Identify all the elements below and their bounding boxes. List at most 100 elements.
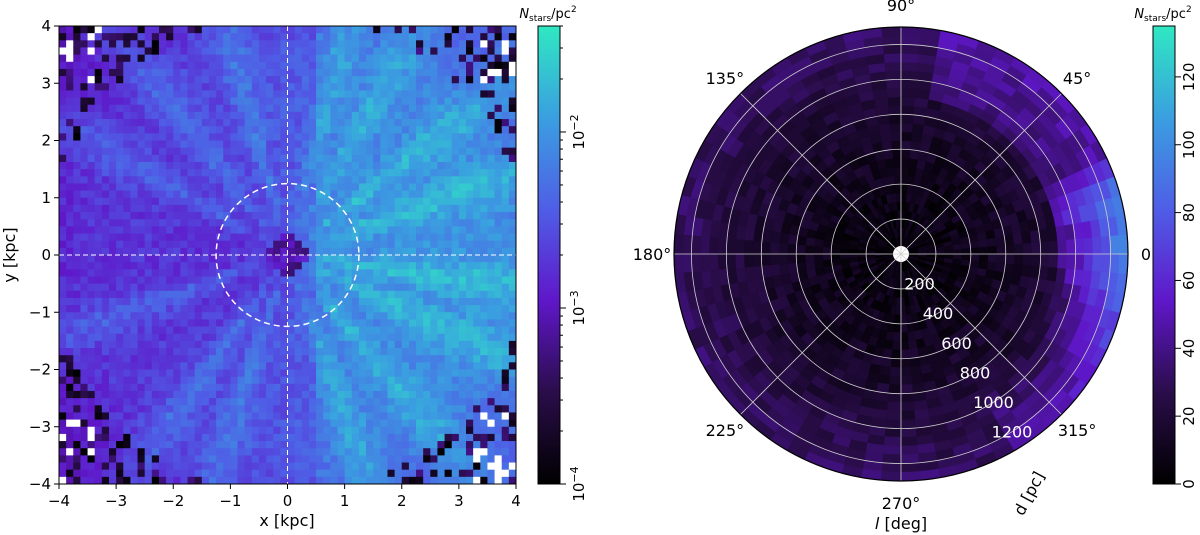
- heatmap-cell: [466, 226, 474, 234]
- heatmap-cell: [216, 369, 224, 378]
- heatmap-cell: [266, 240, 274, 249]
- heatmap-cell: [451, 326, 460, 335]
- polar-cell: [813, 253, 824, 262]
- heatmap-cell: [494, 419, 503, 428]
- heatmap-cell: [216, 333, 224, 342]
- heatmap-cell: [94, 283, 103, 292]
- heatmap-cell: [380, 383, 388, 392]
- heatmap-cell: [416, 33, 424, 41]
- heatmap-cell: [101, 176, 110, 184]
- heatmap-cell: [373, 255, 381, 263]
- heatmap-cell: [59, 97, 67, 106]
- heatmap-cell: [73, 398, 81, 406]
- heatmap-cell: [330, 269, 338, 277]
- heatmap-cell: [158, 226, 167, 234]
- heatmap-cell: [73, 97, 81, 106]
- heatmap-cell: [430, 183, 438, 191]
- heatmap-cell: [244, 398, 253, 406]
- heatmap-cell: [208, 226, 217, 234]
- heatmap-cell: [437, 455, 445, 463]
- heatmap-cell: [430, 197, 438, 206]
- heatmap-cell: [416, 390, 424, 399]
- heatmap-cell: [258, 369, 267, 378]
- heatmap-cell: [466, 419, 474, 428]
- heatmap-cell: [123, 212, 131, 220]
- heatmap-cell: [366, 348, 374, 356]
- heatmap-cell: [344, 226, 353, 234]
- heatmap-cell: [166, 355, 174, 363]
- heatmap-cell: [116, 68, 124, 77]
- heatmap-cell: [158, 233, 167, 242]
- heatmap-cell: [408, 119, 417, 127]
- heatmap-cell: [280, 204, 288, 213]
- heatmap-cell: [301, 269, 310, 277]
- heatmap-cell: [430, 140, 438, 149]
- heatmap-cell: [137, 219, 146, 227]
- heatmap-cell: [316, 54, 324, 63]
- heatmap-cell: [194, 26, 203, 34]
- heatmap-cell: [316, 111, 324, 120]
- heatmap-cell: [416, 419, 424, 428]
- heatmap-cell: [59, 90, 67, 98]
- heatmap-cell: [130, 61, 138, 70]
- heatmap-cell: [166, 154, 174, 163]
- heatmap-cell: [266, 326, 274, 335]
- heatmap-cell: [208, 383, 217, 392]
- heatmap-cell: [373, 383, 381, 392]
- heatmap-cell: [351, 119, 360, 127]
- heatmap-cell: [201, 83, 210, 91]
- heatmap-cell: [401, 269, 410, 277]
- heatmap-cell: [73, 433, 81, 442]
- heatmap-cell: [80, 441, 88, 449]
- heatmap-cell: [416, 283, 424, 292]
- heatmap-cell: [294, 312, 303, 320]
- heatmap-cell: [408, 355, 417, 363]
- heatmap-cell: [437, 362, 445, 370]
- heatmap-cell: [108, 455, 117, 463]
- heatmap-cell: [130, 197, 138, 206]
- heatmap-cell: [358, 405, 367, 413]
- polar-cell: [900, 166, 909, 177]
- heatmap-cell: [437, 319, 445, 327]
- heatmap-cell: [280, 476, 288, 484]
- heatmap-cell: [458, 383, 467, 392]
- heatmap-cell: [287, 433, 296, 442]
- heatmap-cell: [101, 111, 110, 120]
- heatmap-cell: [166, 326, 174, 335]
- heatmap-cell: [59, 197, 67, 206]
- heatmap-cell: [258, 76, 267, 84]
- heatmap-cell: [408, 441, 417, 449]
- heatmap-cell: [501, 90, 510, 98]
- heatmap-cell: [508, 97, 516, 106]
- heatmap-cell: [144, 154, 153, 163]
- heatmap-cell: [108, 212, 117, 220]
- heatmap-cell: [401, 383, 410, 392]
- heatmap-cell: [280, 212, 288, 220]
- heatmap-cell: [301, 455, 310, 463]
- heatmap-cell: [180, 190, 188, 199]
- heatmap-cell: [187, 104, 196, 113]
- heatmap-cell: [287, 111, 296, 120]
- heatmap-cell: [244, 290, 253, 299]
- heatmap-cell: [123, 297, 131, 306]
- heatmap-cell: [237, 390, 246, 399]
- heatmap-cell: [408, 83, 417, 91]
- heatmap-cell: [230, 398, 238, 406]
- heatmap-cell: [301, 297, 310, 306]
- heatmap-cell: [380, 204, 388, 213]
- heatmap-cell: [451, 247, 460, 256]
- heatmap-cell: [330, 90, 338, 98]
- heatmap-cell: [130, 340, 138, 349]
- heatmap-cell: [466, 161, 474, 170]
- heatmap-cell: [87, 290, 96, 299]
- x-tick-label: −3: [105, 492, 127, 510]
- heatmap-cell: [501, 390, 510, 399]
- heatmap-cell: [430, 226, 438, 234]
- heatmap-cell: [408, 455, 417, 463]
- heatmap-cell: [59, 40, 67, 48]
- heatmap-cell: [501, 212, 510, 220]
- heatmap-cell: [387, 219, 396, 227]
- heatmap-cell: [101, 54, 110, 63]
- heatmap-cell: [473, 297, 481, 306]
- heatmap-cell: [94, 255, 103, 263]
